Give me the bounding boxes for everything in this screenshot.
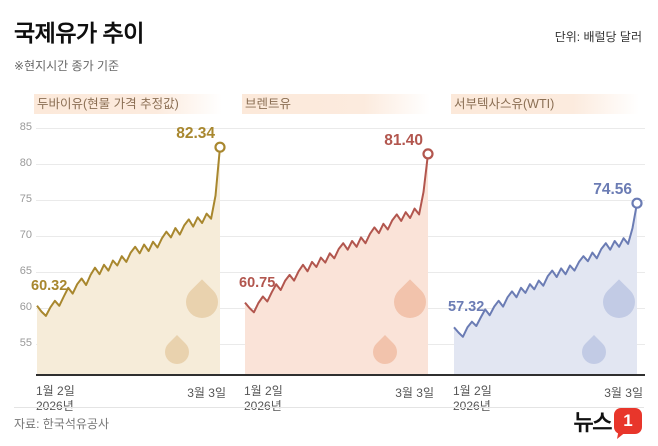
header-row: 국제유가 추이 단위: 배럴당 달러 (0, 0, 658, 48)
news1-logo-text: 뉴스 (573, 410, 613, 435)
area-fill (454, 203, 637, 376)
end-marker (631, 197, 643, 209)
area-fill (245, 153, 428, 376)
chart-area: 85 80 75 70 65 60 55 두바이유(현물 가격 추정값) 60.32 82.… (20, 94, 645, 416)
y-tick-label: 75 (19, 193, 32, 205)
gridline (36, 200, 645, 201)
news1-logo: 뉴스 1 (573, 405, 642, 439)
news1-logo-badge: 1 (614, 408, 642, 439)
y-tick-label: 70 (19, 229, 32, 241)
x-start-year: 2026년 (244, 399, 282, 413)
y-tick-label: 80 (19, 157, 32, 169)
x-start-date: 1월 2일 (453, 384, 492, 398)
x-end-label: 3월 3일 (187, 386, 226, 400)
y-tick-label: 55 (19, 337, 32, 349)
x-start-label: 1월 2일 2026년 (36, 384, 75, 414)
panel-wti: 서부텍사스유(WTI) 57.32 74.56 1월 2일 2026년 3월 3… (448, 94, 645, 416)
gridline (36, 128, 645, 129)
start-value: 60.32 (31, 277, 68, 294)
x-start-label: 1월 2일 2026년 (244, 384, 283, 414)
x-start-year: 2026년 (453, 399, 491, 413)
x-start-date: 1월 2일 (36, 384, 75, 398)
wti-line-chart (453, 197, 643, 376)
price-line (244, 153, 429, 314)
x-start-year: 2026년 (36, 399, 74, 413)
end-value: 74.56 (593, 181, 632, 199)
series-label-brent: 브렌트유 (242, 94, 430, 114)
footer-divider (14, 407, 644, 408)
end-value: 82.34 (176, 125, 215, 143)
x-end-label: 3월 3일 (604, 386, 643, 400)
series-label-wti: 서부텍사스유(WTI) (451, 94, 639, 114)
brent-line-chart (244, 148, 434, 376)
x-axis-line (36, 374, 645, 376)
price-line (36, 147, 221, 317)
y-tick-label: 85 (19, 121, 32, 133)
x-start-label: 1월 2일 2026년 (453, 384, 492, 414)
unit-label: 단위: 배럴당 달러 (554, 30, 642, 44)
area-fill (37, 147, 220, 376)
basis-note: ※현지시간 종가 기준 (14, 59, 120, 73)
news1-logo-tail (617, 431, 627, 439)
start-value: 57.32 (448, 299, 485, 316)
source-credit: 자료: 한국석유공사 (14, 417, 109, 431)
end-value: 81.40 (384, 131, 423, 149)
end-marker (422, 148, 434, 160)
series-label-dubai: 두바이유(현물 가격 추정값) (34, 94, 222, 114)
price-line (453, 203, 638, 338)
end-marker (214, 141, 226, 153)
panel-brent: 브렌트유 60.75 81.40 1월 2일 2026년 3월 3일 (239, 94, 436, 416)
start-value: 60.75 (239, 274, 276, 291)
x-end-label: 3월 3일 (395, 386, 434, 400)
gridline (36, 236, 645, 237)
x-start-date: 1월 2일 (244, 384, 283, 398)
news1-logo-number: 1 (623, 411, 633, 430)
dubai-line-chart (36, 141, 226, 376)
gridline (36, 164, 645, 165)
y-tick-label: 65 (19, 265, 32, 277)
page-title: 국제유가 추이 (14, 20, 144, 46)
y-tick-label: 60 (19, 301, 32, 313)
panel-dubai: 두바이유(현물 가격 추정값) 60.32 82.34 1월 2일 2026년 … (31, 94, 228, 416)
